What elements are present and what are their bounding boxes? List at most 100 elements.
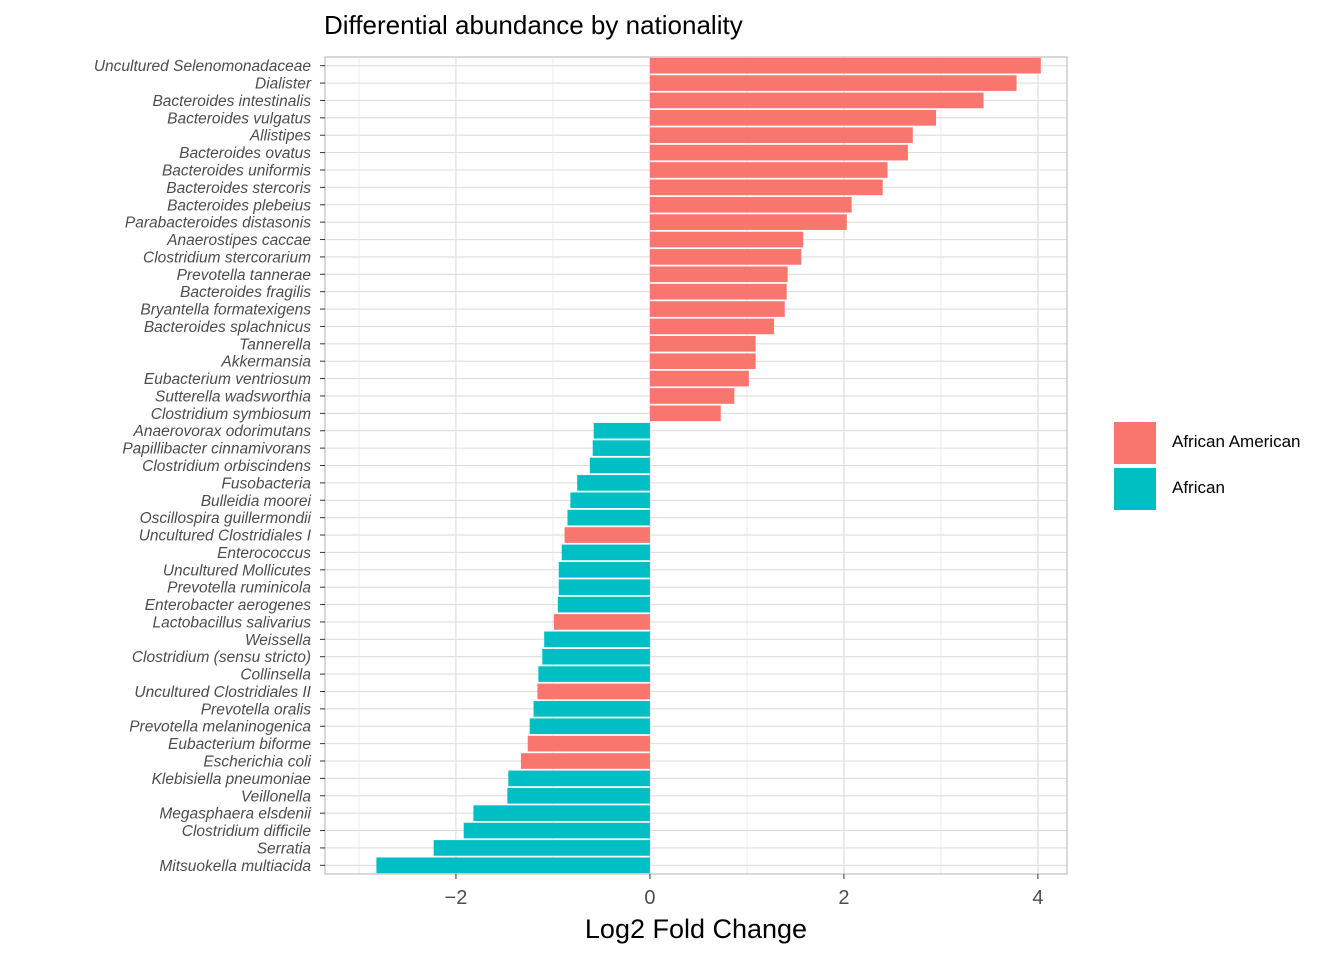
bar — [570, 492, 650, 509]
bar — [473, 805, 650, 821]
x-axis-ticks: −2 0 2 4 — [445, 874, 1043, 909]
bar — [649, 127, 913, 144]
bar — [649, 57, 1041, 74]
bar — [649, 370, 749, 387]
x-tick-label: 4 — [1032, 887, 1043, 909]
legend-key-african-american — [1114, 422, 1156, 464]
legend-key-african — [1114, 468, 1156, 510]
bar — [537, 683, 650, 700]
bar — [557, 596, 650, 613]
y-tick-label: Collinsella — [240, 667, 311, 684]
y-tick-label: Uncultured Clostridiales II — [134, 684, 311, 701]
bar — [520, 753, 650, 769]
bar — [649, 266, 788, 283]
bar — [542, 648, 650, 665]
y-tick-label: Bacteroides ovatus — [179, 145, 311, 162]
y-tick-label: Bacteroides intestinalis — [152, 93, 311, 110]
y-tick-label: Anaerovorax odorimutans — [133, 423, 312, 440]
y-tick-label: Eubacterium biforme — [168, 736, 311, 753]
y-tick-label: Clostridium stercorarium — [143, 249, 311, 266]
y-tick-label: Bryantella formatexigens — [140, 302, 311, 319]
y-tick-label: Enterococcus — [217, 545, 311, 562]
bar — [558, 579, 650, 596]
bar — [561, 544, 650, 561]
y-tick-label: Bacteroides splachnicus — [144, 319, 311, 336]
y-tick-label: Prevotella melaninogenica — [129, 719, 311, 736]
bar — [567, 509, 650, 526]
y-tick-label: Clostridium (sensu stricto) — [132, 649, 311, 666]
bar — [507, 787, 650, 804]
bar — [649, 405, 721, 422]
bar — [649, 353, 756, 370]
bar — [649, 214, 847, 230]
y-tick-label: Uncultured Clostridiales I — [139, 528, 312, 545]
bar — [649, 196, 852, 213]
bar — [649, 249, 802, 265]
y-tick-label: Veillonella — [241, 788, 311, 805]
bar — [527, 735, 650, 752]
y-tick-label: Oscillospira guillermondii — [140, 510, 312, 527]
bar — [649, 318, 775, 335]
y-tick-label: Papillibacter cinnamivorans — [122, 441, 311, 458]
y-tick-label: Bacteroides plebeius — [167, 197, 311, 214]
y-tick-label: Uncultured Selenomonadaceae — [94, 58, 312, 75]
y-tick-label: Mitsuokella multiacida — [159, 858, 311, 875]
bar — [593, 422, 650, 439]
y-tick-label: Bacteroides stercoris — [166, 180, 311, 197]
bar — [649, 144, 908, 161]
y-tick-label: Dialister — [255, 76, 312, 93]
y-tick-label: Tannerella — [239, 336, 311, 353]
legend-label-african-american: African American — [1172, 432, 1301, 451]
y-tick-label: Allistipes — [249, 128, 311, 145]
bar — [649, 231, 804, 248]
y-tick-label: Enterobacter aerogenes — [145, 597, 312, 614]
y-tick-label: Parabacteroides distasonis — [125, 215, 311, 232]
y-tick-label: Eubacterium ventriosum — [144, 371, 311, 388]
y-tick-label: Bacteroides fragilis — [180, 284, 311, 301]
legend-label-african: African — [1172, 478, 1225, 497]
bar — [589, 457, 650, 474]
y-tick-label: Serratia — [257, 840, 312, 857]
bar — [649, 92, 984, 109]
bar — [649, 162, 888, 178]
bar — [649, 301, 785, 317]
bar — [649, 179, 883, 196]
chart-title: Differential abundance by nationality — [324, 10, 743, 40]
x-tick-label: 2 — [838, 887, 849, 909]
y-tick-label: Anaerostipes caccae — [166, 232, 311, 249]
bar — [649, 283, 787, 300]
y-tick-label: Klebisiella pneumoniae — [152, 771, 312, 788]
bar — [592, 440, 650, 456]
bar — [649, 110, 937, 126]
bar — [544, 631, 650, 648]
y-tick-label: Clostridium symbiosum — [151, 406, 311, 423]
bar — [538, 666, 650, 682]
y-tick-label: Akkermansia — [220, 354, 311, 371]
y-tick-label: Lactobacillus salivarius — [152, 614, 311, 631]
bars — [376, 57, 1041, 874]
y-tick-label: Prevotella ruminicola — [167, 580, 311, 597]
x-tick-label: 0 — [644, 887, 655, 909]
bar — [508, 770, 650, 787]
y-tick-label: Escherichia coli — [203, 754, 311, 771]
x-tick-label: −2 — [445, 887, 468, 909]
y-tick-label: Megasphaera elsdenii — [159, 806, 311, 823]
bar — [433, 840, 650, 856]
bar — [376, 857, 650, 874]
bar — [463, 822, 650, 839]
y-tick-label: Weissella — [245, 632, 311, 649]
bar — [564, 527, 650, 543]
bar — [529, 718, 650, 735]
y-tick-label: Uncultured Mollicutes — [163, 562, 311, 579]
y-tick-label: Sutterella wadsworthia — [155, 388, 311, 405]
bar — [649, 75, 1017, 91]
y-tick-label: Prevotella oralis — [201, 701, 312, 718]
bar — [649, 335, 756, 352]
y-tick-label: Prevotella tannerae — [177, 267, 312, 284]
y-tick-label: Clostridium difficile — [182, 823, 312, 840]
y-tick-label: Fusobacteria — [221, 475, 311, 492]
bar — [558, 561, 650, 578]
y-tick-label: Bulleidia moorei — [201, 493, 312, 510]
y-tick-label: Bacteroides uniformis — [162, 162, 311, 179]
